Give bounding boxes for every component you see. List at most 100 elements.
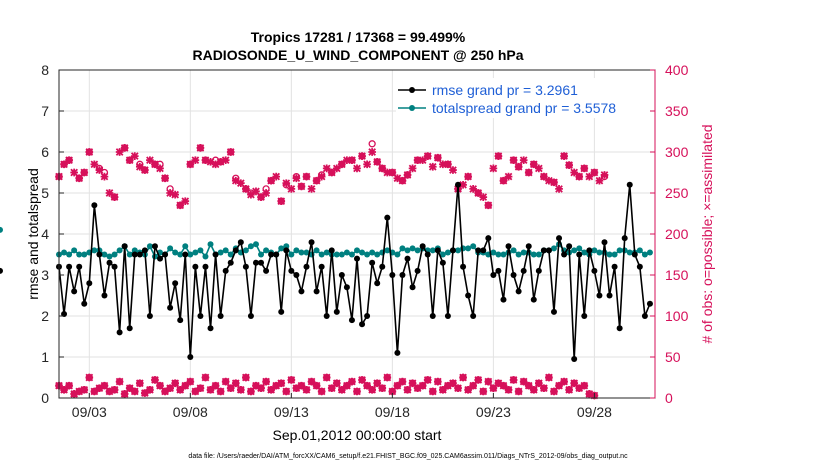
obs-assimilated-marker (216, 158, 225, 166)
rmse-point (227, 259, 234, 266)
totalspread-point (606, 251, 613, 258)
rmse-point (237, 239, 244, 246)
totalspread-point (641, 251, 648, 258)
obs-assimilated-marker (383, 373, 392, 382)
totalspread-point (338, 251, 345, 258)
totalspread-point (616, 247, 623, 254)
obs-assimilated-marker (161, 174, 169, 183)
rmse-point (343, 284, 350, 291)
totalspread-point (530, 251, 537, 258)
totalspread-point (490, 249, 497, 256)
rmse-point (475, 247, 482, 254)
totalspread-point (303, 249, 310, 256)
rmse-point (394, 349, 401, 356)
obs-assimilated-marker (236, 385, 245, 394)
obs-assimilated-marker (393, 174, 402, 183)
totalspread-point (167, 245, 174, 252)
rmse-point (439, 259, 446, 266)
obs-assimilated-marker (418, 381, 427, 390)
obs-assimilated-marker (231, 379, 240, 388)
rmse-point (530, 296, 537, 303)
obs-assimilated-marker (161, 387, 169, 396)
rmse-point (495, 267, 502, 274)
obs-assimilated-marker (105, 387, 114, 396)
totalspread-point (343, 249, 350, 256)
rmse-point (121, 243, 128, 250)
y-tick-label-left: 5 (41, 185, 49, 201)
y-tick-label-right: 400 (665, 62, 689, 78)
totalspread-point (222, 247, 229, 254)
obs-assimilated-marker (231, 176, 240, 185)
obs-assimilated-marker (403, 385, 412, 394)
obs-assimilated-marker (125, 156, 134, 165)
rmse-point (288, 267, 295, 274)
rmse-point (192, 263, 199, 270)
totalspread-point (591, 247, 598, 254)
obs-assimilated-marker (383, 168, 392, 177)
obs-assimilated-marker (575, 172, 584, 181)
totalspread-point (409, 245, 416, 252)
rmse-point (399, 272, 406, 278)
obs-assimilated-marker (358, 376, 366, 384)
rmse-point (611, 263, 618, 270)
obs-assimilated-marker (307, 185, 316, 193)
obs-assimilated-marker (368, 148, 376, 156)
rmse-point (101, 292, 108, 299)
obs-assimilated-marker (580, 381, 589, 390)
obs-assimilated-marker (151, 160, 159, 169)
obs-assimilated-marker (206, 158, 215, 166)
obs-assimilated-marker (282, 387, 291, 396)
obs-assimilated-marker (469, 381, 478, 390)
x-tick-label: 09/13 (274, 404, 309, 420)
obs-assimilated-marker (156, 164, 164, 173)
obs-assimilated-marker (479, 387, 488, 396)
totalspread-point (364, 251, 371, 258)
obs-assimilated-marker (216, 387, 225, 396)
obs-assimilated-marker (226, 384, 235, 392)
obs-assimilated-marker (509, 376, 518, 384)
y-axis-left-label: rmse and totalspread (25, 168, 41, 300)
obs-assimilated-marker (519, 377, 528, 386)
totalspread-point (359, 249, 366, 256)
totalspread-point (258, 251, 265, 258)
obs-assimilated-marker (65, 156, 73, 165)
rmse-point (303, 263, 310, 270)
obs-assimilated-marker (80, 168, 89, 177)
rmse-point (106, 259, 113, 266)
rmse-point (470, 313, 477, 319)
totalspread-point (495, 251, 502, 258)
rmse-point (258, 259, 265, 266)
totalspread-point (116, 247, 123, 254)
obs-assimilated-marker (454, 384, 462, 392)
obs-assimilated-marker (211, 381, 220, 390)
obs-assimilated-marker (378, 164, 387, 173)
rmse-point (323, 313, 330, 319)
totalspread-point (202, 253, 209, 260)
rmse-point (626, 181, 633, 188)
rmse-point (81, 300, 88, 307)
chart-title-line-2: RADIOSONDE_U_WIND_COMPONENT @ 250 hPa (192, 47, 523, 63)
obs-assimilated-marker (534, 164, 543, 173)
rmse-point (348, 317, 355, 324)
rmse-point (591, 267, 598, 274)
totalspread-point (596, 249, 603, 256)
obs-assimilated-marker (247, 190, 255, 199)
obs-assimilated-marker (201, 373, 210, 382)
obs-assimilated-marker (514, 387, 523, 396)
totalspread-point (192, 249, 199, 256)
rmse-point (520, 267, 527, 274)
legend-box (396, 78, 650, 118)
totalspread-point (146, 243, 153, 250)
rmse-point (576, 251, 583, 258)
obs-assimilated-marker (282, 179, 291, 187)
rmse-point (146, 313, 153, 319)
x-axis-label: Sep.01,2012 00:00:00 start (273, 427, 442, 443)
obs-assimilated-marker (418, 156, 427, 165)
obs-assimilated-marker (287, 185, 296, 193)
totalspread-point (227, 251, 234, 258)
obs-assimilated-marker (474, 189, 483, 197)
totalspread-point (71, 247, 78, 254)
rmse-point (480, 247, 487, 254)
y-tick-label-left: 7 (41, 103, 49, 119)
obs-assimilated-marker (135, 162, 144, 171)
